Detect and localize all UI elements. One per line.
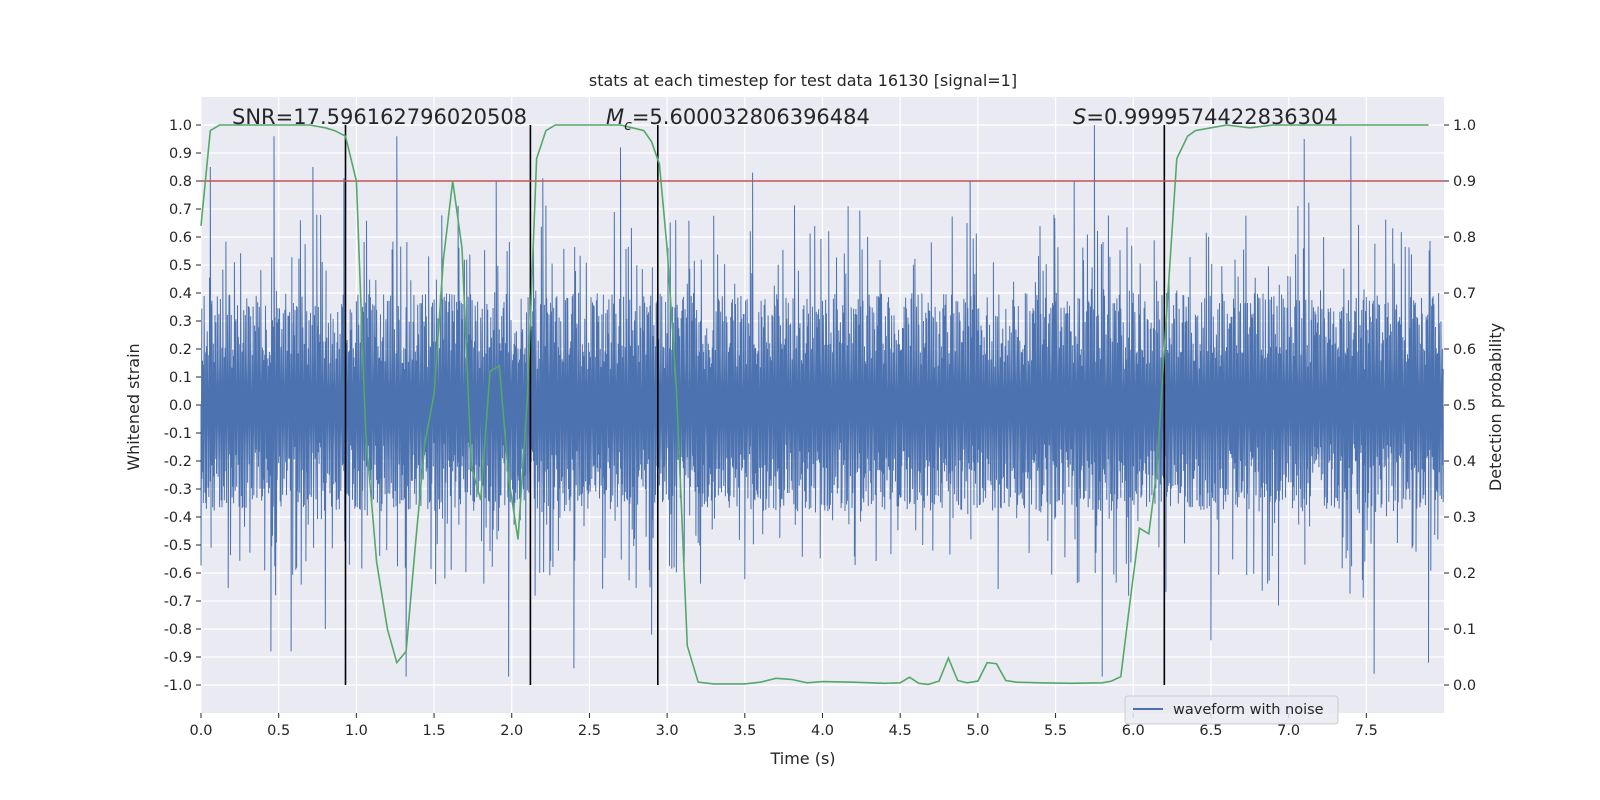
x-tick-label: 3.5	[733, 723, 756, 739]
chirp-mass-value: =5.600032806396484	[632, 105, 870, 129]
y2-tick-label: 0.5	[1453, 398, 1476, 414]
x-axis-label: Time (s)	[769, 749, 835, 768]
legend: waveform with noise	[1124, 695, 1339, 725]
statistic-annotation: S=0.9999574422836304	[1073, 105, 1338, 129]
x-tick-label: 4.5	[889, 723, 912, 739]
x-axis-ticks: 0.0 0.5 1.0 1.5 2.0 2.5 3.0 3.5 4.0 4.5 5.0 5.5 6.0 6…	[189, 713, 1378, 739]
y-tick-label: -0.1	[164, 426, 192, 442]
y-tick-label: 0.5	[169, 258, 192, 274]
y-tick-label: 0.3	[169, 314, 192, 330]
chirp-mass-symbol: M	[606, 105, 624, 129]
y-tick-label: -0.2	[164, 454, 192, 470]
y-tick-label: 0.9	[169, 146, 192, 162]
x-tick-label: 3.0	[656, 723, 679, 739]
y-tick-label: 0.7	[169, 202, 192, 218]
y2-tick-label: 0.1	[1453, 622, 1476, 638]
y2-tick-label: 0.3	[1453, 510, 1476, 526]
y-tick-label: -0.4	[164, 510, 192, 526]
y2-tick-label: 0.8	[1453, 230, 1476, 246]
y-tick-label: 0.4	[169, 286, 192, 302]
x-tick-label: 1.5	[423, 723, 446, 739]
y-tick-label: 0.2	[169, 342, 192, 358]
y2-tick-label: 0.6	[1453, 342, 1476, 358]
event-lines	[344, 125, 1166, 685]
y-tick-label: 0.6	[169, 230, 192, 246]
y-axis-ticks: 1.0 0.9 0.8 0.7 0.6 0.5 0.4 0.3 0.2 0.1 0.0 -0.1 -0.…	[164, 118, 201, 694]
x-tick-label: 7.0	[1277, 723, 1300, 739]
chart-title: stats at each timestep for test data 161…	[589, 71, 1017, 90]
x-tick-label: 5.0	[966, 723, 989, 739]
y-tick-label: -0.9	[164, 650, 192, 666]
y-tick-label: -0.5	[164, 538, 192, 554]
y-tick-label: 0.0	[169, 398, 192, 414]
y2-tick-label: 0.0	[1453, 678, 1476, 694]
legend-entry: waveform with noise	[1173, 702, 1324, 718]
x-tick-label: 0.5	[267, 723, 290, 739]
snr-annotation: SNR=17.596162796020508	[232, 105, 527, 129]
y2-tick-label: 1.0	[1453, 118, 1476, 134]
y-tick-label: 1.0	[169, 118, 192, 134]
x-tick-label: 1.0	[345, 723, 368, 739]
statistic-symbol: S	[1073, 105, 1086, 129]
waveform-series	[200, 124, 1444, 677]
y-tick-label: -0.8	[164, 622, 192, 638]
y2-axis-ticks: 1.0 0.9 0.8 0.7 0.6 0.5 0.4 0.3 0.2 0.1 0.0	[1444, 118, 1476, 694]
chirp-mass-subscript: c	[624, 118, 632, 134]
statistic-value: =0.9999574422836304	[1086, 105, 1337, 129]
x-tick-label: 0.0	[189, 723, 212, 739]
y2-tick-label: 0.2	[1453, 566, 1476, 582]
legend-box	[1124, 695, 1339, 725]
y2-axis-label: Detection probability	[1486, 323, 1505, 491]
chirp-mass-annotation: Mc=5.600032806396484	[606, 105, 870, 134]
y-tick-label: -0.7	[164, 594, 192, 610]
x-tick-label: 6.5	[1199, 723, 1222, 739]
y-axis-label: Whitened strain	[124, 343, 143, 470]
y2-tick-label: 0.9	[1453, 174, 1476, 190]
probability-series	[200, 124, 1429, 686]
x-tick-label: 6.0	[1122, 723, 1145, 739]
y-tick-label: 0.8	[169, 174, 192, 190]
y-tick-label: -0.6	[164, 566, 192, 582]
y-tick-label: 0.1	[169, 370, 192, 386]
y2-tick-label: 0.4	[1453, 454, 1476, 470]
y-tick-label: -1.0	[164, 678, 192, 694]
x-tick-label: 7.5	[1355, 723, 1378, 739]
x-tick-label: 5.5	[1044, 723, 1067, 739]
y-tick-label: -0.3	[164, 482, 192, 498]
x-tick-label: 2.5	[578, 723, 601, 739]
y2-tick-label: 0.7	[1453, 286, 1476, 302]
x-tick-label: 2.0	[500, 723, 523, 739]
x-tick-label: 4.0	[811, 723, 834, 739]
